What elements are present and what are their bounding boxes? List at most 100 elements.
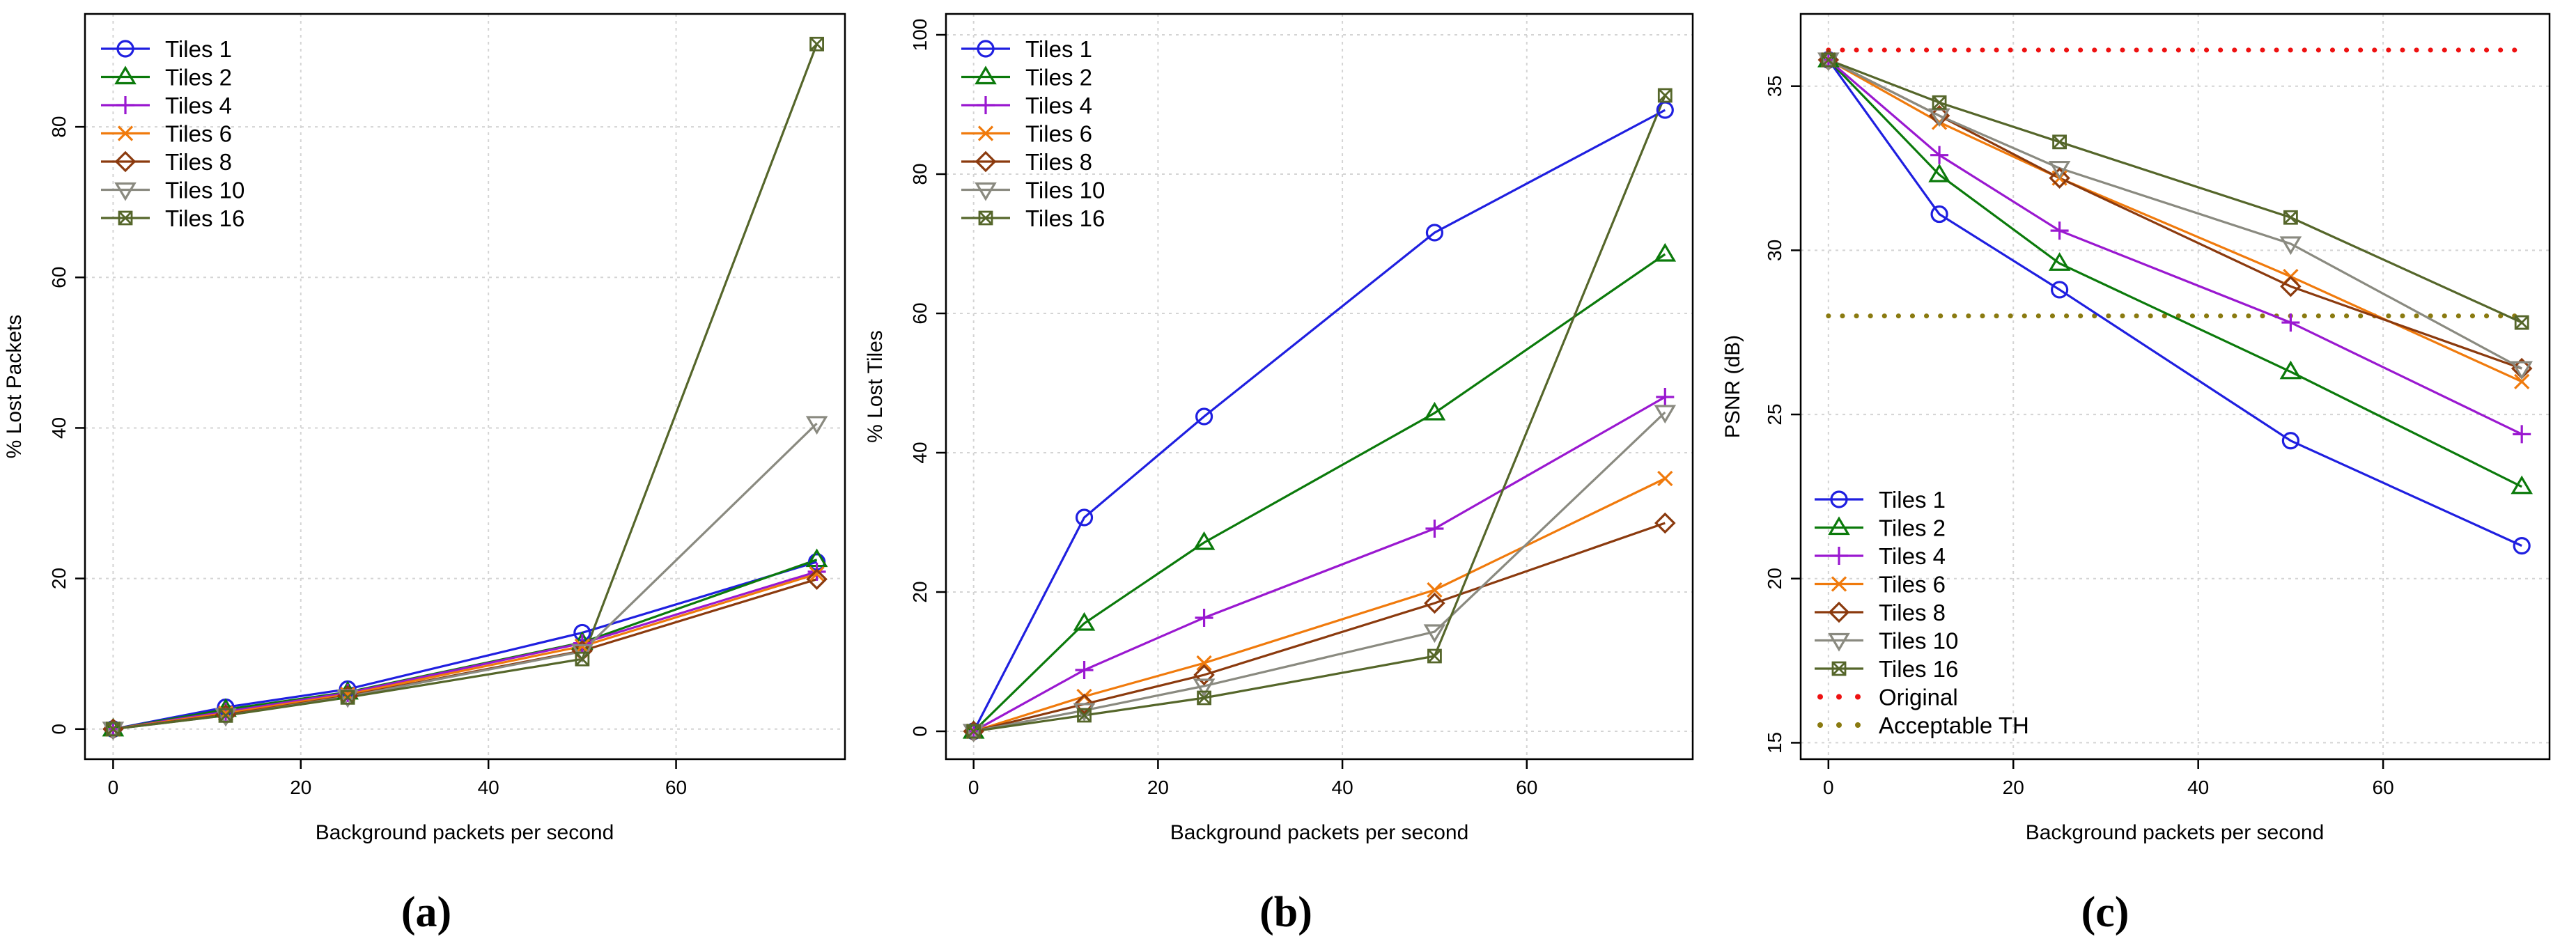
series-line-tiles-2 (972, 253, 1666, 733)
plot-frame (1799, 13, 2551, 761)
legend-label: Tiles 4 (165, 93, 232, 118)
legend-item-tiles-16: Tiles 16 (101, 205, 245, 231)
data-point-tiles-8 (806, 568, 828, 590)
data-point-tiles-1 (1425, 224, 1444, 242)
data-point-tiles-16 (966, 724, 981, 739)
y-tick-label: 15 (1764, 732, 1785, 754)
data-point-tiles-1 (2513, 537, 2531, 555)
data-point-tiles-1 (2051, 281, 2069, 299)
data-point-tiles-2 (1193, 531, 1216, 550)
data-point-tiles-16 (1932, 95, 1947, 110)
y-tick-label: 20 (909, 581, 931, 602)
data-point-tiles-16 (2283, 210, 2298, 225)
data-point-tiles-4 (2513, 425, 2531, 444)
data-point-tiles-4 (2281, 313, 2300, 332)
plot-frame (84, 13, 846, 761)
y-tick-label: 30 (1764, 240, 1785, 261)
legend-item-tiles-16: Tiles 16 (961, 205, 1105, 231)
data-point-tiles-16 (1657, 88, 1673, 103)
legend-label: Tiles 8 (165, 149, 232, 175)
legend-marker (1831, 576, 1847, 592)
legend-marker (117, 125, 134, 141)
data-point-tiles-8 (1424, 592, 1445, 614)
legend-marker (1828, 601, 1850, 623)
legend-item-tiles-2: Tiles 2 (101, 65, 232, 91)
data-point-tiles-2 (1073, 612, 1096, 631)
panel-b: 0 20 40 60 0 20 40 60 80 100 Background packets pe… (864, 13, 1694, 936)
legend-label: Tiles 6 (1025, 121, 1092, 147)
plot-frame (945, 13, 1694, 761)
y-tick-label: 20 (48, 568, 70, 589)
legend-item-tiles-8: Tiles 8 (101, 149, 232, 175)
data-point-tiles-8 (2280, 275, 2302, 297)
data-point-tiles-2 (2511, 475, 2533, 495)
legend-marker (1828, 632, 1850, 652)
x-axis-title: Background packets per second (2026, 821, 2325, 844)
legend-label: Original (1879, 685, 1958, 710)
data-point-tiles-4 (1656, 388, 1675, 406)
legend-item-tiles-10: Tiles 10 (101, 178, 245, 203)
data-point-tiles-6 (2514, 373, 2530, 390)
series-line-tiles-8 (973, 522, 1666, 733)
data-point-tiles-16 (106, 722, 121, 737)
data-point-tiles-8 (2049, 167, 2070, 189)
legend-label: Tiles 1 (165, 36, 232, 62)
x-tick-label: 40 (2187, 777, 2209, 798)
x-tick-label: 40 (478, 777, 499, 798)
data-point-tiles-6 (1657, 470, 1673, 487)
data-point-tiles-1 (1930, 205, 1948, 224)
data-point-tiles-16 (2052, 134, 2067, 150)
x-axis-title: Background packets per second (316, 821, 614, 844)
series-line-tiles-1 (972, 109, 1666, 732)
x-tick-label: 0 (968, 777, 979, 798)
data-point-tiles-6 (809, 566, 825, 582)
legend-marker (114, 182, 137, 201)
data-point-tiles-2 (1423, 401, 1446, 421)
legend-label: Tiles 16 (1025, 205, 1105, 231)
legend-marker (118, 210, 133, 226)
legend-item-tiles-6: Tiles 6 (961, 121, 1092, 147)
x-tick-label: 0 (108, 777, 119, 798)
y-tick-label: 80 (909, 163, 931, 185)
legend-item-tiles-16: Tiles 16 (1815, 656, 1958, 682)
legend-item-tiles-2: Tiles 2 (961, 65, 1092, 91)
legend-item-tiles-10: Tiles 10 (961, 178, 1105, 203)
x-tick-label: 40 (1332, 777, 1353, 798)
data-point-tiles-16 (809, 36, 824, 52)
y-tick-label: 40 (48, 417, 70, 439)
y-tick-label: 100 (909, 19, 931, 52)
panel-label: (c) (2081, 889, 2129, 936)
legend-marker (977, 125, 994, 141)
x-tick-label: 20 (1147, 777, 1169, 798)
data-point-tiles-16 (1197, 690, 1211, 706)
legend-label: Tiles 10 (165, 178, 245, 203)
data-point-tiles-10 (1654, 405, 1677, 424)
y-axis-title: PSNR (dB) (1721, 335, 1744, 438)
legend-item-original: Original (1817, 685, 1958, 710)
data-point-tiles-16 (218, 708, 233, 723)
y-axis-title: % Lost Packets (3, 315, 26, 459)
panel-a: 0 20 40 60 0 20 40 60 80 Background packets per s… (3, 13, 846, 936)
legend-marker (1830, 547, 1848, 565)
data-point-tiles-8 (1073, 693, 1095, 715)
series-line-tiles-1 (1827, 59, 2522, 547)
data-point-tiles-8 (1654, 512, 1676, 534)
legend-item-tiles-4: Tiles 4 (101, 93, 232, 118)
legend-marker (977, 40, 995, 58)
y-tick-label: 80 (48, 116, 70, 138)
legend-item-tiles-1: Tiles 1 (101, 36, 232, 62)
legend-label: Tiles 16 (1879, 656, 1958, 682)
legend-item-tiles-10: Tiles 10 (1815, 628, 1958, 654)
legend-label: Tiles 8 (1025, 149, 1092, 175)
legend-label: Acceptable TH (1879, 712, 2029, 738)
data-point-tiles-6 (1427, 582, 1443, 598)
legend-dot (1855, 722, 1861, 728)
data-point-tiles-4 (1195, 609, 1213, 627)
legend-label: Tiles 10 (1879, 628, 1958, 654)
data-point-tiles-2 (2048, 252, 2071, 271)
legend-label: Tiles 8 (1879, 600, 1946, 625)
series-line-tiles-10 (973, 411, 1666, 733)
legend-label: Tiles 1 (1879, 487, 1946, 513)
x-axis-title: Background packets per second (1170, 821, 1469, 844)
